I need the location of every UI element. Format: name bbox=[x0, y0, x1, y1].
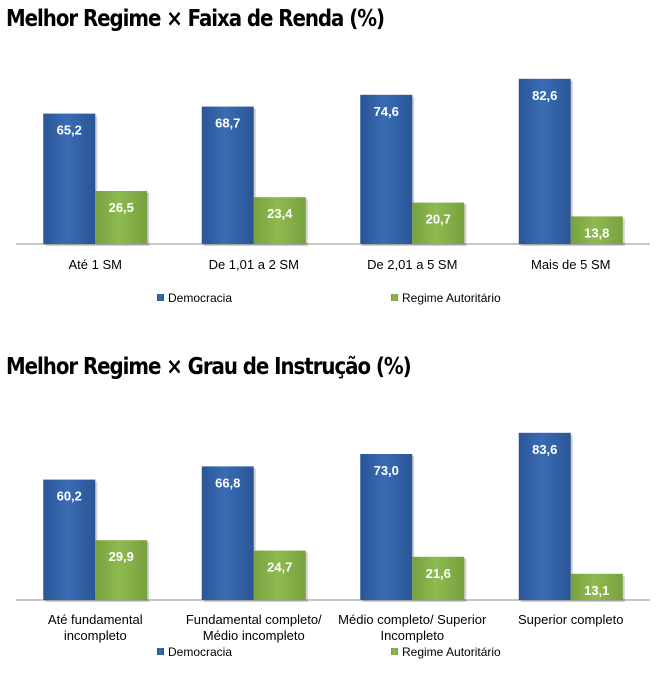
category-label: Até 1 SM bbox=[69, 257, 122, 272]
bar-democracia bbox=[43, 479, 96, 600]
category-label: Até fundamental bbox=[48, 612, 143, 627]
legend-swatch bbox=[157, 294, 164, 301]
data-label-regime-autoritario: 21,6 bbox=[426, 566, 451, 581]
data-label-regime-autoritario: 13,1 bbox=[584, 583, 609, 598]
data-label-democracia: 83,6 bbox=[532, 442, 557, 457]
bar-regime-autoritario bbox=[253, 197, 306, 244]
legend-swatch bbox=[157, 648, 164, 655]
legend-item-regime-autoritario: Regime Autoritário bbox=[402, 291, 501, 305]
chart-title-renda: Melhor Regime × Faixa de Renda (%) bbox=[6, 6, 385, 32]
category-label: De 2,01 a 5 SM bbox=[367, 257, 457, 272]
data-label-regime-autoritario: 13,8 bbox=[584, 225, 609, 240]
data-label-regime-autoritario: 20,7 bbox=[426, 212, 451, 227]
legend-swatch bbox=[391, 294, 398, 301]
data-label-democracia: 60,2 bbox=[57, 489, 82, 504]
bar-democracia bbox=[360, 454, 413, 600]
data-label-democracia: 74,6 bbox=[374, 104, 399, 119]
category-label: De 1,01 a 2 SM bbox=[209, 257, 299, 272]
data-label-regime-autoritario: 23,4 bbox=[267, 206, 293, 221]
bar-regime-autoritario bbox=[412, 556, 465, 600]
bar-chart-renda: 65,2 26,5 Até 1 SM 68,7 23,4 De 1,01 a 2 SM 74… bbox=[16, 78, 650, 305]
bar-democracia bbox=[43, 113, 96, 244]
category-label: Mais de 5 SM bbox=[531, 257, 610, 272]
category-label: Fundamental completo/ bbox=[186, 612, 322, 627]
data-label-regime-autoritario: 26,5 bbox=[109, 200, 134, 215]
bar-regime-autoritario bbox=[412, 202, 465, 244]
category-label: Médio incompleto bbox=[203, 628, 305, 643]
legend-item-regime-autoritario: Regime Autoritário bbox=[402, 645, 501, 659]
bar-regime-autoritario bbox=[253, 550, 306, 600]
chart-title-instrucao: Melhor Regime × Grau de Instrução (%) bbox=[6, 354, 412, 380]
legend-item-democracia: Democracia bbox=[168, 645, 232, 659]
bar-regime-autoritario bbox=[570, 573, 623, 600]
bar-regime-autoritario bbox=[95, 540, 148, 600]
category-label: Superior completo bbox=[518, 612, 624, 627]
data-label-democracia: 68,7 bbox=[215, 116, 240, 131]
bar-democracia bbox=[201, 466, 254, 600]
bar-democracia bbox=[518, 432, 571, 600]
category-label: Incompleto bbox=[380, 628, 444, 643]
data-label-democracia: 66,8 bbox=[215, 475, 240, 490]
bar-democracia bbox=[360, 94, 413, 244]
legend-swatch bbox=[391, 648, 398, 655]
bar-democracia bbox=[518, 78, 571, 244]
data-label-democracia: 82,6 bbox=[532, 88, 557, 103]
category-label: incompleto bbox=[64, 628, 127, 643]
bar-regime-autoritario bbox=[570, 216, 623, 244]
legend-item-democracia: Democracia bbox=[168, 291, 232, 305]
bar-regime-autoritario bbox=[95, 191, 148, 244]
data-label-regime-autoritario: 24,7 bbox=[267, 560, 292, 575]
data-label-regime-autoritario: 29,9 bbox=[109, 549, 134, 564]
bar-democracia bbox=[201, 106, 254, 244]
category-label: Médio completo/ Superior bbox=[338, 612, 487, 627]
data-label-democracia: 73,0 bbox=[374, 463, 399, 478]
data-label-democracia: 65,2 bbox=[57, 123, 82, 138]
